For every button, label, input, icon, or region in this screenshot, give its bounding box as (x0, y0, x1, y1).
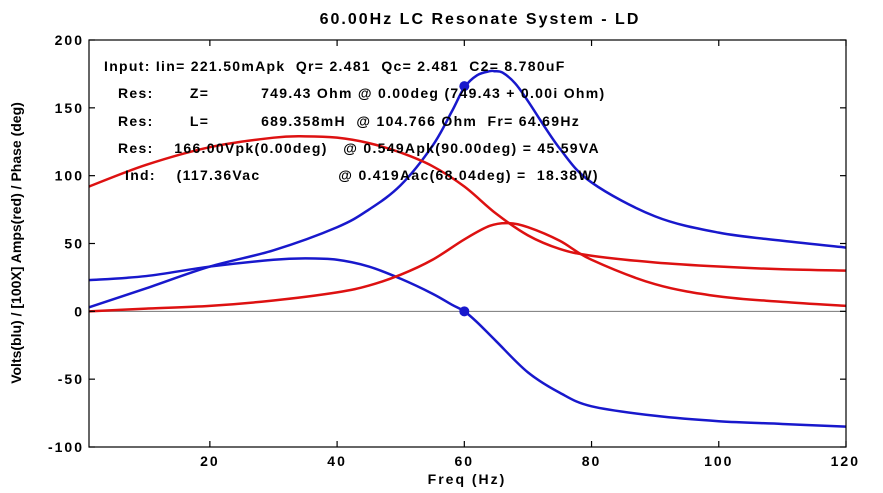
red-curve-4 (88, 221, 847, 313)
data-series (88, 69, 847, 428)
y-axis-ticks: 200 150 100 50 0 -50 -100 (48, 32, 846, 455)
y-tick-label: 50 (64, 236, 84, 252)
annotation-line-2: Res: Z= 749.43 Ohm @ 0.00deg (749.43 + 0… (118, 85, 605, 101)
blue-curve-1 (88, 69, 847, 309)
annotation-line-3: Res: L= 689.358mH @ 104.766 Ohm Fr= 64.6… (118, 113, 580, 129)
annotation-line-5: Ind: (117.36Vac @ 0.419Aac(68.04deg) = 1… (125, 167, 599, 183)
data-markers (459, 81, 470, 317)
x-tick-label: 20 (200, 453, 220, 469)
y-tick-label: -50 (58, 371, 84, 387)
red-curve-3 (88, 135, 847, 272)
blue-curve-2 (88, 257, 847, 428)
plot-frame (88, 39, 847, 448)
annotation-line-4: Res: 166.00Vpk(0.00deg) @ 0.549Apk(90.00… (118, 140, 600, 156)
x-axis-label: Freq (Hz) (428, 471, 507, 487)
y-tick-label: 0 (74, 303, 84, 319)
y-tick-label: -100 (48, 439, 84, 455)
y-axis-label: Volts(blu) / [100X] Amps(red) / Phase (d… (8, 102, 24, 384)
data-marker-1 (459, 81, 470, 92)
annotation-line-1: Input: Iin= 221.50mApk Qr= 2.481 Qc= 2.4… (104, 58, 566, 74)
x-tick-label: 100 (704, 453, 733, 469)
x-axis-ticks: 20 40 60 80 100 120 (200, 40, 860, 469)
y-tick-label: 200 (55, 32, 84, 48)
y-tick-label: 150 (55, 100, 84, 116)
chart-title: 60.00Hz LC Resonate System - LD (320, 11, 641, 28)
annotation-block: Input: Iin= 221.50mApk Qr= 2.481 Qc= 2.4… (104, 58, 605, 183)
data-marker-2 (459, 306, 470, 317)
x-tick-label: 60 (455, 453, 475, 469)
y-tick-label: 100 (55, 168, 84, 184)
x-tick-label: 40 (327, 453, 347, 469)
x-tick-label: 80 (582, 453, 602, 469)
x-tick-label: 120 (831, 453, 860, 469)
